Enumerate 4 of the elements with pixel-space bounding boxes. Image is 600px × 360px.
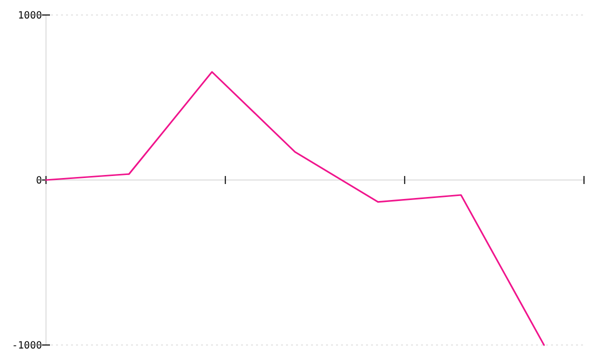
y-tick-label: -1000 xyxy=(12,340,42,352)
line-series xyxy=(45,71,545,346)
y-tick-label: 1000 xyxy=(18,10,42,22)
y-tick-label: 0 xyxy=(36,176,42,186)
